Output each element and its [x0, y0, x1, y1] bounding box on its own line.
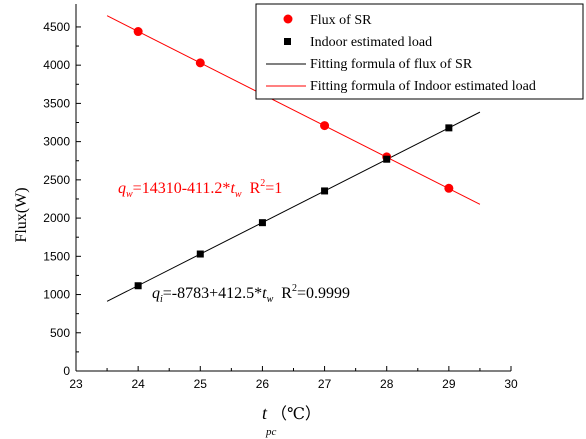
legend-label-flux-sr: Flux of SR [310, 13, 372, 28]
point-series0-1 [195, 58, 205, 68]
point-series0-0 [133, 27, 143, 37]
legend-marker-indoor-load [284, 38, 291, 45]
point-series1-0 [134, 282, 142, 290]
y-tick-label: 4500 [43, 20, 70, 34]
y-tick-label: 3000 [43, 135, 70, 149]
y-tick-label: 500 [50, 326, 70, 340]
legend-marker-flux-sr [283, 14, 293, 24]
y-tick-label: 1500 [43, 249, 70, 263]
point-series1-5 [445, 124, 453, 132]
legend-box [255, 3, 584, 100]
y-tick-label: 3500 [43, 96, 70, 110]
x-tick-label: 30 [504, 377, 518, 391]
legend-label-fit-indoor: Fitting formula of Indoor estimated load [310, 79, 536, 94]
x-tick-label: 28 [380, 377, 394, 391]
fit-lines [106, 15, 481, 302]
plot-axes: 23 24 25 26 27 28 29 30 0 500 1000 1500 2000 2500 3000… [43, 4, 518, 391]
point-series0-5 [444, 183, 454, 193]
point-series1-2 [258, 219, 266, 227]
legend: Flux of SR Indoor estimated load Fitting… [255, 3, 584, 100]
legend-label-fit-sr: Fitting formula of flux of SR [310, 57, 473, 72]
x-tick-label: 23 [69, 377, 83, 391]
y-tick-label: 0 [63, 364, 70, 378]
x-tick-label: 26 [256, 377, 270, 391]
point-series1-4 [383, 155, 391, 163]
point-series1-1 [196, 250, 204, 258]
x-tick-label: 25 [194, 377, 208, 391]
black-fit-annotation: qi=-8783+412.5*tw R2=0.9999 [152, 283, 350, 305]
fit-line-0 [106, 111, 481, 302]
y-tick-label: 2000 [43, 211, 70, 225]
x-axis-label: t （℃） [262, 403, 321, 423]
y-tick-label: 4000 [43, 58, 70, 72]
x-tick-label: 24 [131, 377, 145, 391]
x-axis-label-subscript: pc [265, 426, 277, 438]
x-tick-label: 29 [442, 377, 456, 391]
point-series0-3 [320, 121, 330, 131]
x-tick-label: 27 [318, 377, 332, 391]
y-tick-label: 1000 [43, 288, 70, 302]
fit-line-1 [106, 15, 481, 205]
y-tick-label: 2500 [43, 173, 70, 187]
y-axis-label: Flux(W) [13, 187, 30, 242]
legend-label-indoor-load: Indoor estimated load [310, 35, 432, 50]
red-fit-annotation: qw=14310-411.2*tw R2=1 [118, 178, 282, 200]
point-series1-3 [321, 187, 329, 195]
